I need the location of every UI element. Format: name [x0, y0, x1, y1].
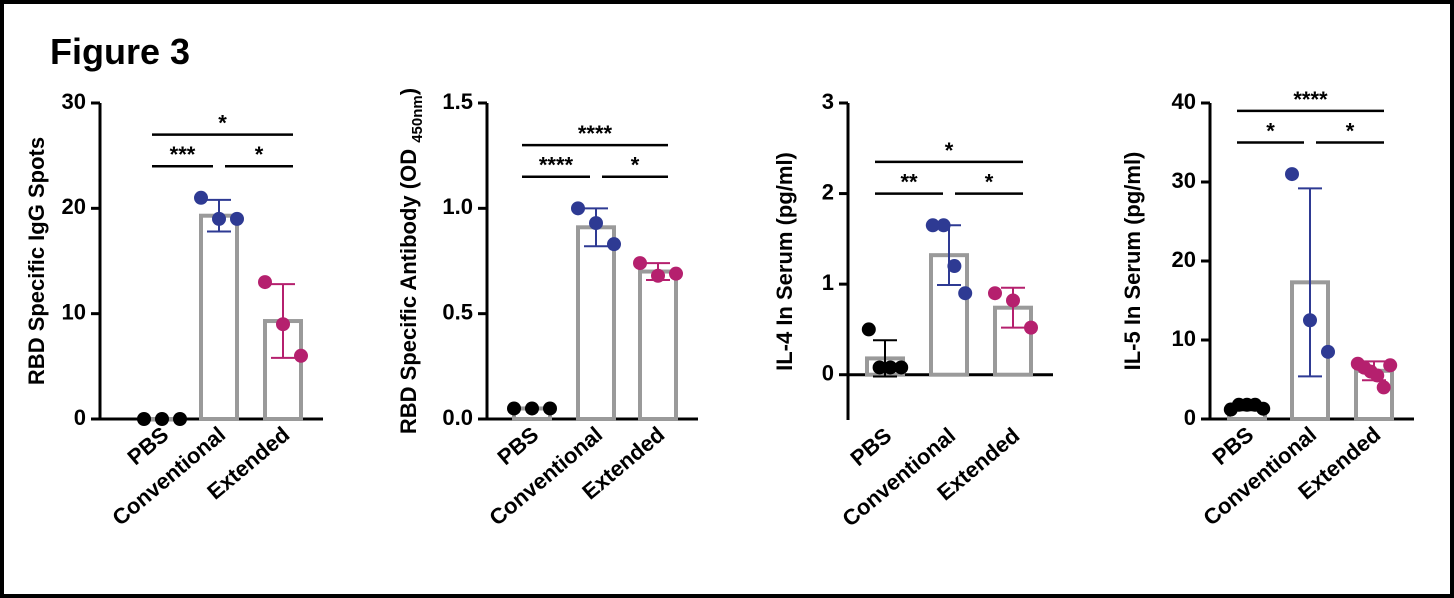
y-label-text: IL-5 In Serum (pg/ml) [1120, 152, 1145, 371]
data-point [958, 286, 973, 301]
data-point [294, 348, 308, 363]
y-axis-label: RBD Specific IgG Spots [24, 137, 49, 385]
data-point [571, 201, 585, 216]
y-tick-label: 1.0 [442, 194, 473, 219]
y-tick-label: 0 [822, 361, 834, 386]
data-point [861, 322, 876, 337]
data-point [894, 360, 909, 375]
y-label-text: RBD Specific IgG Spots [24, 137, 49, 385]
y-label-text: RBD Specific Antibody (OD [396, 143, 421, 434]
significance-label: * [218, 111, 227, 136]
data-point [925, 218, 940, 233]
y-tick-label: 20 [1172, 247, 1196, 272]
y-tick-label: 1 [822, 270, 834, 295]
y-axis-label: RBD Specific Antibody (OD 450nm) [396, 88, 426, 434]
data-point [212, 211, 226, 226]
data-point [936, 218, 951, 233]
data-point [543, 401, 557, 416]
y-tick-label: 0.0 [442, 405, 473, 430]
data-point [669, 266, 683, 281]
data-point [988, 286, 1002, 301]
error-bar [1298, 187, 1322, 378]
data-point [1024, 320, 1038, 335]
data-point [651, 268, 665, 283]
data-point [1383, 358, 1398, 373]
bar [576, 225, 616, 421]
data-point [230, 211, 244, 226]
data-point [1370, 368, 1385, 383]
significance-label: ** [900, 170, 918, 195]
y-tick-label: 0 [74, 405, 86, 430]
data-point [155, 412, 169, 426]
y-tick-label: 10 [1172, 326, 1196, 351]
data-point [883, 360, 898, 375]
data-point [872, 360, 887, 375]
data-point [1376, 380, 1391, 395]
data-point [137, 412, 151, 426]
y-label-text: IL-4 In Serum (pg/ml) [772, 152, 797, 371]
significance-label: * [1266, 119, 1275, 144]
data-point [1321, 344, 1335, 359]
data-point [507, 401, 521, 416]
data-point [525, 401, 539, 416]
data-point [1303, 313, 1317, 328]
y-tick-label: 30 [62, 89, 86, 114]
significance-label: **** [578, 121, 613, 146]
significance-label: *** [170, 142, 196, 167]
y-tick-label: 20 [62, 194, 86, 219]
data-point [258, 275, 272, 290]
y-tick-label: 30 [1172, 168, 1196, 193]
y-tick-label: 10 [62, 299, 86, 324]
y-tick-label: 3 [822, 89, 834, 114]
data-point [633, 256, 647, 271]
bar [638, 269, 678, 421]
data-point [173, 412, 187, 426]
y-tick-label: 0.5 [442, 299, 473, 324]
data-point [1256, 401, 1271, 416]
significance-label: * [255, 142, 264, 167]
data-point [947, 259, 962, 274]
significance-label: * [631, 153, 640, 178]
y-tick-label: 1.5 [442, 89, 473, 114]
data-point [1006, 293, 1020, 308]
y-label-end: ) [396, 88, 421, 95]
significance-label: * [1346, 119, 1355, 144]
significance-label: * [985, 170, 994, 195]
significance-label: * [945, 138, 954, 163]
bar [199, 213, 239, 421]
y-tick-label: 40 [1172, 89, 1196, 114]
y-label-subscript: 450nm [409, 95, 426, 143]
data-point [194, 190, 208, 205]
significance-label: **** [539, 153, 574, 178]
y-tick-label: 0 [1184, 405, 1196, 430]
data-point [276, 317, 290, 332]
data-point [1285, 167, 1299, 182]
y-axis-label: IL-4 In Serum (pg/ml) [772, 152, 797, 371]
data-point [607, 237, 621, 252]
significance-label: **** [1293, 87, 1328, 112]
data-point [589, 216, 603, 231]
y-axis-label: IL-5 In Serum (pg/ml) [1120, 152, 1145, 371]
figure-title: Figure 3 [50, 31, 190, 72]
y-tick-label: 2 [822, 179, 834, 204]
